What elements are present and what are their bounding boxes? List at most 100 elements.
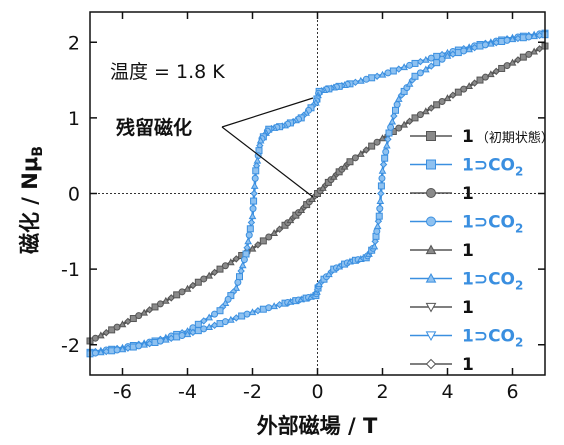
data-point	[211, 310, 219, 318]
data-point	[443, 94, 452, 102]
data-point	[156, 337, 164, 345]
data-point	[519, 53, 527, 61]
data-point	[371, 237, 379, 246]
data-point	[251, 174, 259, 182]
data-point	[374, 217, 383, 225]
data-point	[400, 63, 409, 71]
data-point	[129, 315, 137, 323]
data-point	[183, 330, 192, 338]
data-point	[377, 189, 385, 198]
y-axis-label-sub: B	[30, 146, 46, 157]
legend-entry: 1	[410, 241, 474, 261]
data-point	[108, 326, 116, 334]
data-point	[530, 47, 539, 55]
data-point	[247, 218, 256, 227]
x-tick-label: -2	[243, 381, 262, 403]
legend-label-main: 1⊃CO	[462, 213, 515, 233]
data-point	[438, 55, 446, 63]
data-point	[530, 32, 539, 40]
data-point	[135, 342, 143, 350]
data-point	[486, 39, 495, 47]
data-point	[248, 308, 257, 316]
data-point	[378, 166, 387, 174]
data-point	[416, 69, 424, 77]
legend-marker-square	[426, 159, 436, 170]
data-point	[245, 231, 253, 239]
y-axis-label-mu: μ	[18, 157, 42, 172]
data-point	[438, 97, 446, 105]
data-point	[373, 222, 382, 230]
data-point	[376, 197, 385, 204]
legend-marker-triangle-up	[425, 244, 437, 255]
legend-entry: 1⊃CO2	[410, 327, 523, 350]
y-tick-label: 1	[68, 108, 80, 130]
data-point	[161, 335, 170, 343]
data-point	[178, 288, 186, 296]
data-point	[503, 36, 511, 44]
data-point	[200, 275, 208, 283]
legend-label-sub: 2	[515, 165, 523, 179]
data-point	[221, 299, 230, 307]
data-point	[382, 141, 391, 149]
data-point	[240, 256, 248, 264]
y-tick-label: 0	[68, 184, 80, 206]
legend-label-main: 1⊃CO	[462, 156, 515, 176]
data-point	[394, 94, 403, 102]
data-point	[476, 76, 484, 84]
data-point	[200, 317, 208, 325]
data-point	[356, 149, 365, 157]
x-tick-label: 6	[506, 381, 518, 403]
x-tick-label: 2	[376, 381, 388, 403]
legend-label-sub: 2	[515, 336, 523, 350]
data-point	[249, 205, 257, 213]
legend-label-main: 1	[462, 355, 474, 375]
legend-label: 1 （初期状態）	[462, 127, 554, 147]
data-point	[250, 181, 259, 189]
legend-note: （初期状態）	[476, 130, 554, 146]
x-tick-label: 0	[311, 381, 323, 403]
data-point	[362, 75, 370, 83]
data-point	[259, 237, 267, 245]
data-point	[237, 267, 245, 275]
data-point	[465, 45, 474, 53]
data-point	[250, 197, 258, 205]
data-point	[140, 340, 149, 348]
legend-label-main: 1⊃CO	[462, 327, 515, 347]
legend-label: 1	[462, 184, 474, 204]
data-point	[421, 65, 430, 73]
data-point	[486, 70, 495, 78]
data-point	[216, 265, 224, 273]
data-point	[226, 315, 235, 323]
legend-entry: 1	[410, 298, 474, 318]
legend-label-main: 1	[462, 184, 474, 204]
data-point	[178, 332, 186, 340]
data-point	[368, 142, 376, 150]
data-point	[375, 212, 383, 220]
x-axis-label: 外部磁場 / T	[257, 414, 378, 438]
data-point	[381, 154, 389, 162]
legend-marker-triangle-down	[425, 302, 437, 313]
data-point	[194, 278, 202, 286]
data-point	[443, 51, 452, 59]
data-point	[96, 331, 105, 339]
remanence-pointer-lower	[221, 126, 314, 198]
legend-label-main: 1	[462, 127, 474, 147]
legend-label-main: 1	[462, 241, 474, 261]
data-point	[242, 250, 250, 258]
data-point	[508, 35, 517, 43]
data-point	[376, 205, 384, 213]
data-point	[216, 307, 224, 315]
data-point	[246, 225, 254, 233]
data-point	[151, 303, 159, 311]
legend-marker-circle	[426, 216, 436, 227]
data-point	[373, 227, 381, 235]
legend-label-main: 1⊃CO	[462, 270, 515, 290]
data-point	[411, 114, 419, 122]
data-point	[248, 244, 257, 252]
data-point	[140, 308, 149, 316]
data-point	[433, 101, 441, 109]
legend-marker-triangle-up	[425, 272, 437, 283]
data-point	[226, 258, 235, 266]
data-point	[370, 242, 379, 250]
